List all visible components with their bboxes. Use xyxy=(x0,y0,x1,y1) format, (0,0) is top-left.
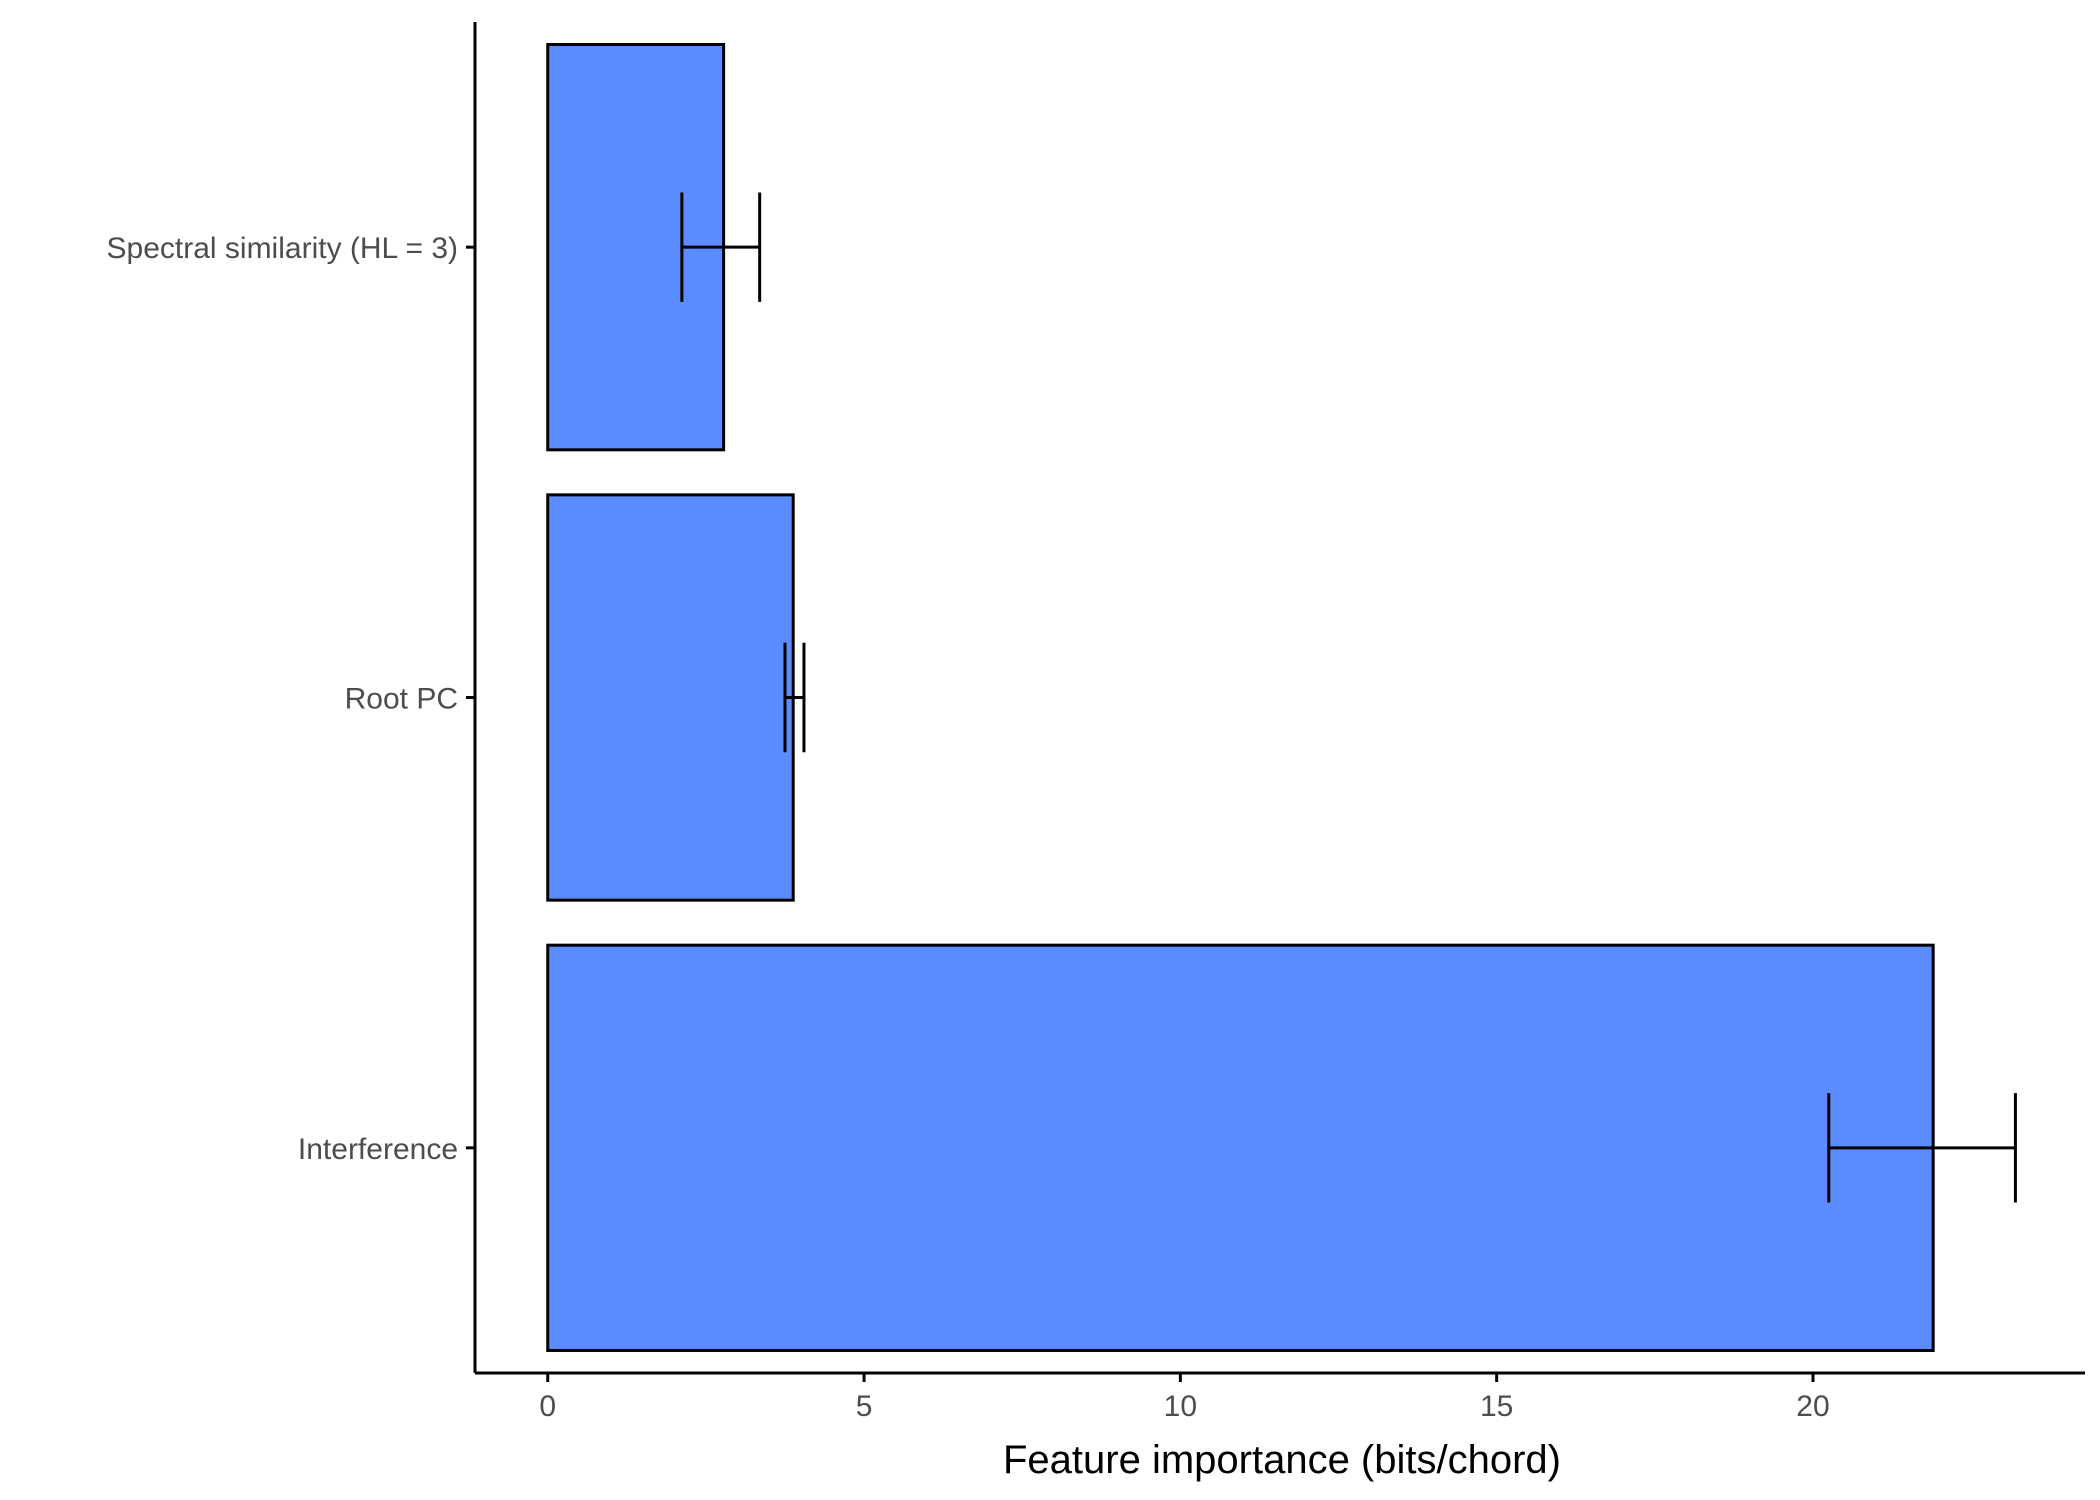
y-axis-ticks: Spectral similarity (HL = 3) Root PC Inter… xyxy=(107,232,475,1166)
x-axis-title: Feature importance (bits/chord) xyxy=(1003,1438,1561,1482)
x-tick-label: 0 xyxy=(539,1390,556,1423)
x-tick-label: 10 xyxy=(1164,1390,1197,1423)
bars-group xyxy=(546,43,1935,1352)
x-tick-label: 5 xyxy=(856,1390,873,1423)
bar xyxy=(546,493,795,902)
error-bars-group xyxy=(680,192,2017,1203)
y-tick-label: Spectral similarity (HL = 3) xyxy=(107,232,458,265)
y-tick-label: Interference xyxy=(298,1133,458,1166)
x-tick-label: 15 xyxy=(1480,1390,1513,1423)
y-tick-label: Root PC xyxy=(345,683,458,716)
bar xyxy=(546,943,1935,1352)
x-tick-label: 20 xyxy=(1796,1390,1829,1423)
x-axis-ticks: 0 5 10 15 20 xyxy=(539,1373,1830,1423)
